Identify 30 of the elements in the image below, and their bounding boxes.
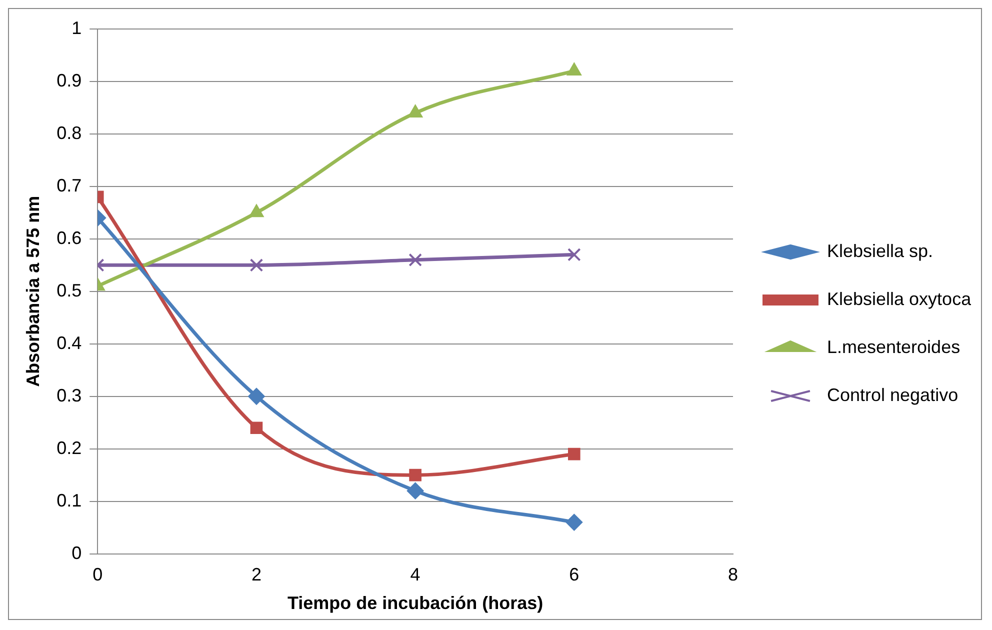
y-tick-label: 0.2 [56, 438, 82, 458]
y-tick-label: 0.3 [56, 385, 82, 406]
x-tick-label: 4 [410, 564, 420, 585]
y-tick-label: 0.9 [56, 70, 82, 90]
x-tick-label: 0 [92, 564, 103, 585]
y-axis-title: Absorbancia a 575 nm [22, 196, 43, 387]
x-tick-label: 8 [728, 564, 738, 585]
point [568, 248, 581, 262]
y-tick-label: 0.1 [56, 490, 82, 510]
point [409, 468, 422, 482]
legend-label: L.mesenteroides [827, 336, 960, 357]
x-tick-label: 6 [569, 564, 580, 585]
y-tick-label: 0.5 [56, 280, 82, 300]
legend-label: Control negativo [827, 384, 958, 405]
y-tick-label: 0.6 [56, 228, 82, 248]
y-tick-label: 0.4 [56, 332, 82, 353]
point [250, 422, 263, 434]
y-tick-label: 0.8 [56, 122, 82, 143]
legend-label: Klebsiella oxytoca [827, 288, 972, 309]
y-tick-label: 0 [72, 542, 82, 563]
x-axis-title: Tiempo de incubación (horas) [287, 593, 544, 614]
point [408, 253, 422, 267]
point [566, 514, 583, 531]
point [250, 258, 264, 272]
legend-label: Klebsiella sp. [827, 240, 934, 261]
y-tick-label: 1 [72, 18, 82, 38]
point [568, 448, 580, 460]
point [406, 482, 424, 500]
x-tick-label: 2 [251, 564, 262, 585]
y-tick-label: 0.7 [56, 175, 82, 196]
